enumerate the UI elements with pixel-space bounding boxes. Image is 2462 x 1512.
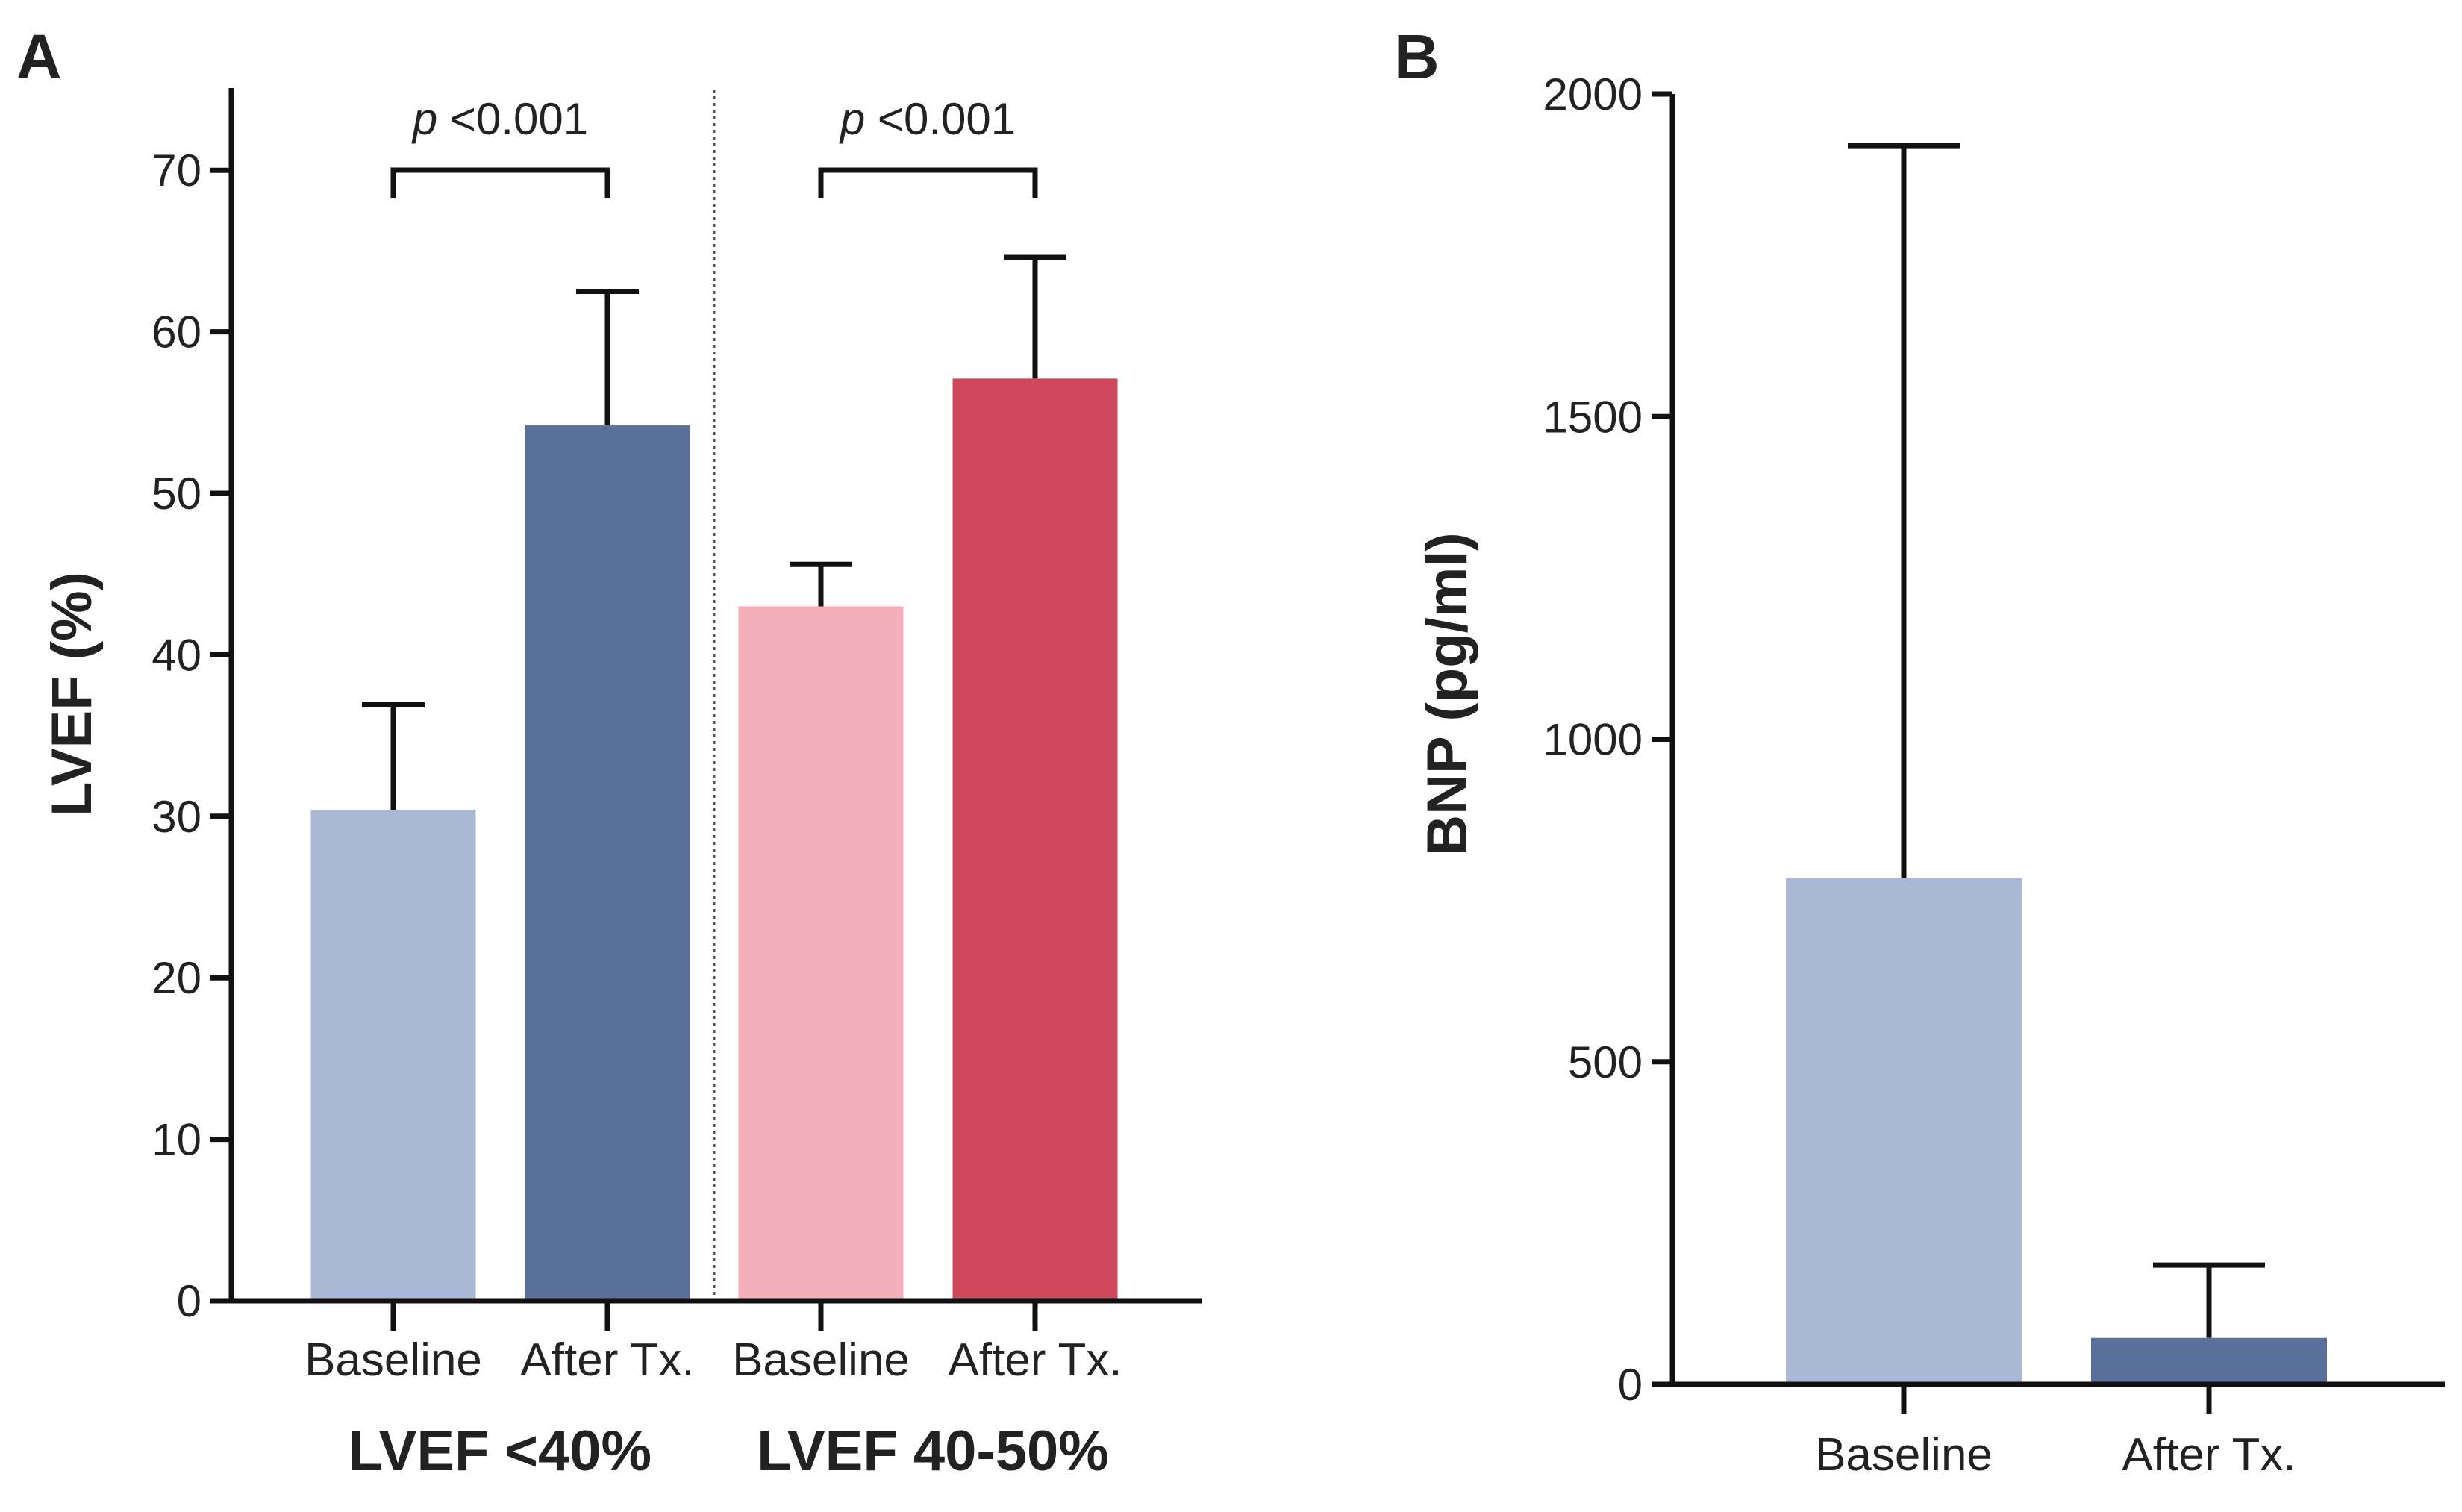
x-tick-label: Baseline — [1815, 1429, 1993, 1481]
bar — [310, 810, 476, 1299]
panel-b-label: B — [1394, 22, 1440, 92]
x-tick-label: After Tx. — [520, 1334, 694, 1386]
group-label-40-50: LVEF 40-50% — [757, 1419, 1109, 1483]
p-symbol: p — [411, 94, 437, 144]
panel-a-ylabel: LVEF (%) — [40, 572, 104, 816]
panel-b-plot: 0 500 1000 1500 2000 Baseline After Tx. — [1543, 69, 2445, 1481]
y-tick-label: 40 — [151, 630, 201, 680]
x-tick-label: Baseline — [304, 1334, 482, 1386]
y-tick-label: 30 — [151, 792, 201, 842]
panel-a-plot: 0 10 20 30 40 50 60 70 Baseline After Tx. Baseline… — [151, 88, 1202, 1386]
bar — [738, 606, 904, 1299]
y-tick-label: 50 — [151, 469, 201, 519]
x-tick-label: Baseline — [732, 1334, 910, 1386]
y-tick-label: 0 — [1618, 1360, 1643, 1410]
y-tick-label: 1500 — [1543, 392, 1643, 442]
bar — [1786, 878, 2022, 1382]
group-label-lt40: LVEF <40% — [349, 1419, 652, 1483]
y-tick-label: 10 — [151, 1115, 201, 1165]
bar — [2091, 1337, 2327, 1382]
y-tick-label: 500 — [1568, 1037, 1643, 1087]
panel-b-ylabel: BNP (pg/ml) — [1416, 532, 1479, 855]
y-tick-label: 60 — [151, 307, 201, 357]
x-tick-label: After Tx. — [2122, 1429, 2296, 1481]
y-tick-label: 20 — [151, 953, 201, 1003]
p-value: <0.001 — [865, 94, 1016, 144]
p-value: <0.001 — [437, 94, 588, 144]
p-value-label: p <0.001 — [839, 94, 1016, 144]
panel-a-label: A — [16, 22, 62, 92]
x-tick-label: After Tx. — [948, 1334, 1122, 1386]
significance-bracket — [818, 167, 1038, 198]
y-tick-label: 0 — [177, 1276, 201, 1326]
y-tick-label: 70 — [151, 146, 201, 196]
bar — [952, 378, 1118, 1299]
y-tick-label: 1000 — [1543, 715, 1643, 765]
significance-bracket — [390, 167, 610, 198]
p-value-label: p <0.001 — [411, 94, 588, 144]
p-symbol: p — [839, 94, 865, 144]
y-tick-label: 2000 — [1543, 69, 1643, 119]
bar — [525, 425, 690, 1299]
